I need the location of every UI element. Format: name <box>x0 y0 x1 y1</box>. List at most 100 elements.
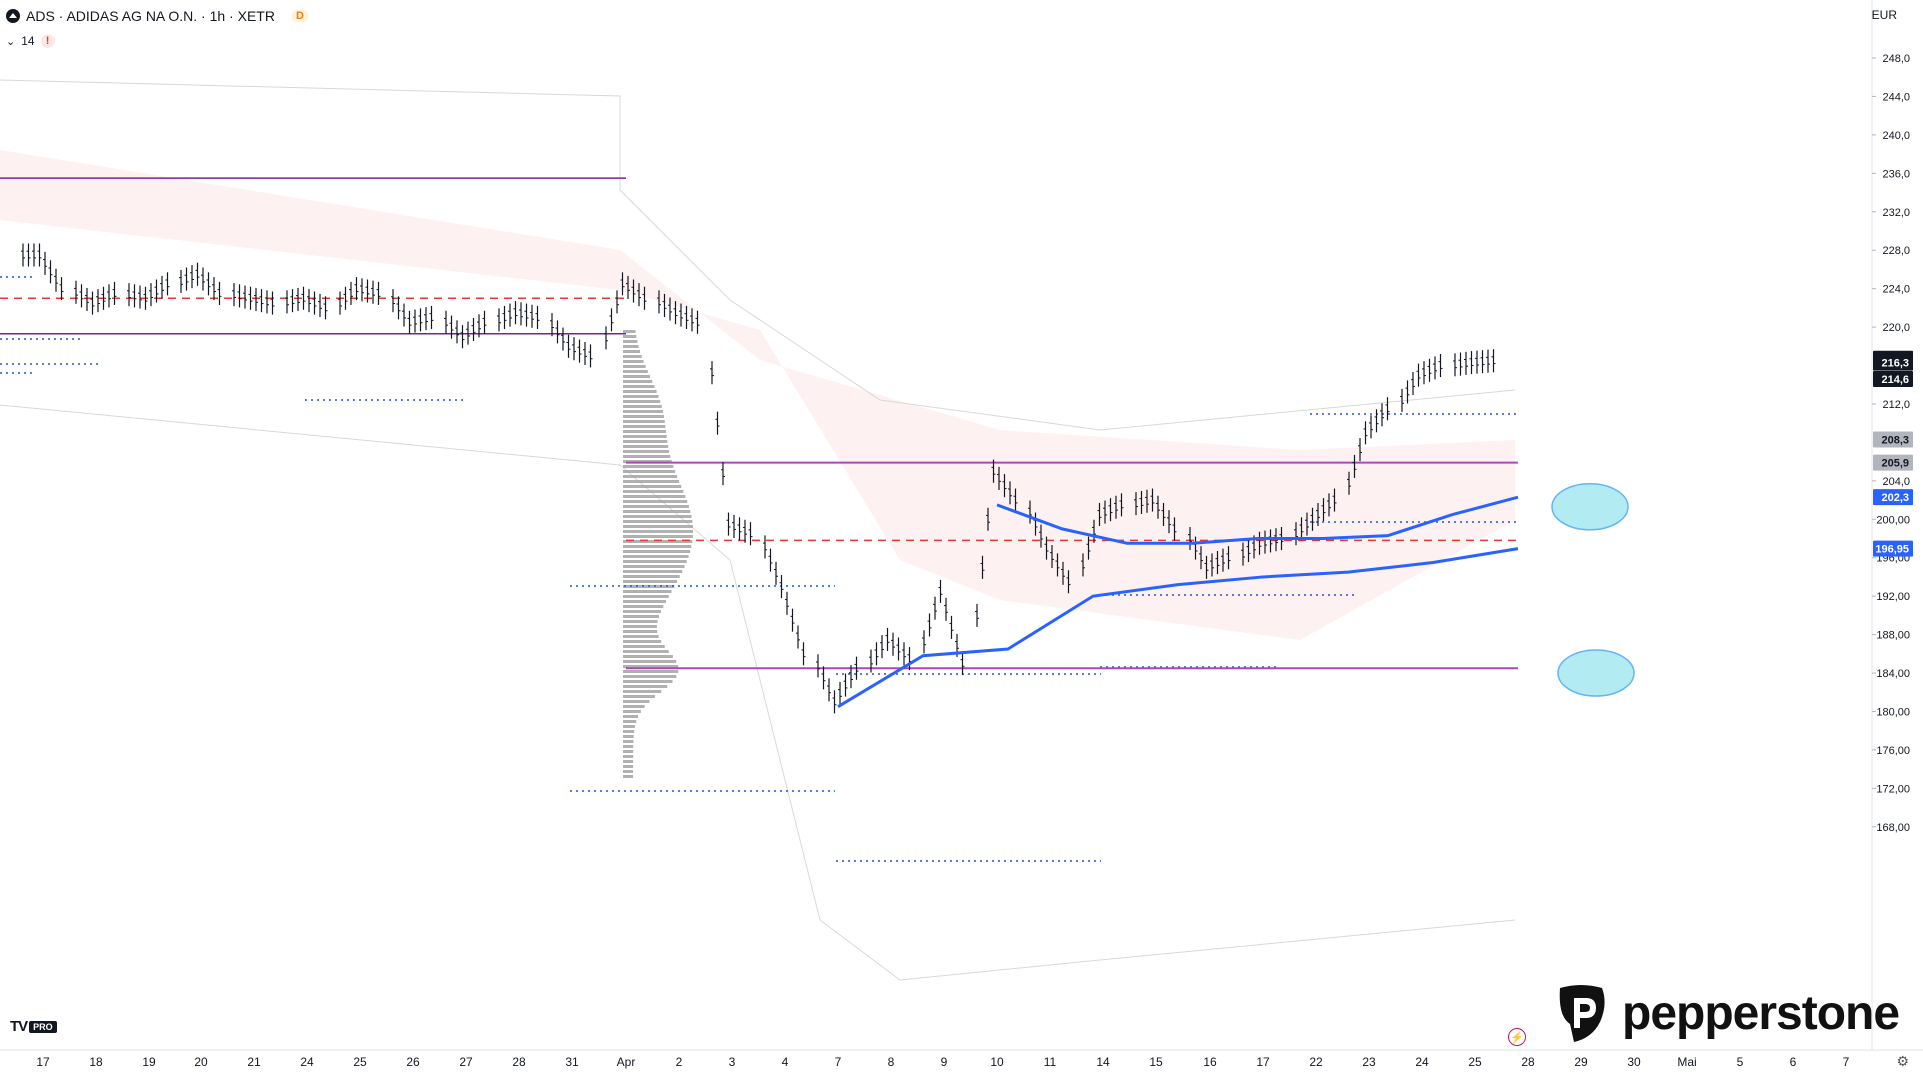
chevron-down-icon[interactable]: ⌄ <box>6 35 16 48</box>
y-tick-label: 172,00 <box>1876 783 1910 795</box>
x-tick-label: 8 <box>888 1055 895 1069</box>
currency-label[interactable]: EUR <box>1871 8 1897 22</box>
indicator-toggle[interactable]: ⌄ 14 ! <box>6 32 55 50</box>
y-tick-label: 228,0 <box>1882 245 1910 257</box>
volume-profile-bar <box>623 350 641 353</box>
x-tick-label: 31 <box>565 1055 579 1069</box>
lightning-icon[interactable]: ⚡ <box>1508 1028 1526 1046</box>
volume-profile-bar <box>623 560 687 563</box>
volume-profile-bar <box>623 420 665 423</box>
x-tick-label: 24 <box>300 1055 314 1069</box>
x-tick-label: 28 <box>512 1055 526 1069</box>
y-tick-label: 204,0 <box>1882 476 1910 488</box>
volume-profile-bar <box>623 485 682 488</box>
price-label: 196,95 <box>1875 544 1909 556</box>
x-tick-label: 17 <box>1256 1055 1270 1069</box>
y-tick-label: 244,0 <box>1882 91 1910 103</box>
volume-profile-bar <box>623 360 644 363</box>
volume-profile-bar <box>623 515 692 518</box>
volume-profile-bar <box>623 705 645 708</box>
tv-mark: TV <box>10 1018 28 1035</box>
x-tick-label: 28 <box>1521 1055 1535 1069</box>
pepperstone-mark-icon <box>1559 985 1605 1042</box>
volume-profile-bar <box>623 500 688 503</box>
volume-profile-bar <box>623 775 634 778</box>
x-tick-label: 25 <box>1468 1055 1482 1069</box>
volume-profile-bar <box>623 430 667 433</box>
volume-profile-bar <box>623 355 642 358</box>
volume-profile-bar <box>623 695 656 698</box>
volume-profile-bar <box>623 555 689 558</box>
volume-profile-bar <box>623 735 634 738</box>
delay-badge[interactable]: D <box>290 10 309 22</box>
volume-profile-bar <box>623 545 692 548</box>
price-label: 208,3 <box>1881 435 1909 447</box>
volume-profile-bar <box>623 645 665 648</box>
x-tick-label: 15 <box>1149 1055 1163 1069</box>
y-tick-label: 236,0 <box>1882 168 1910 180</box>
volume-profile-bar <box>623 510 691 513</box>
volume-profile-bar <box>623 665 679 668</box>
y-tick-label: 188,00 <box>1876 630 1910 642</box>
volume-profile-bar <box>623 615 659 618</box>
price-label-box <box>1873 489 1913 506</box>
volume-profile-bar <box>623 345 639 348</box>
envelope-lower <box>0 404 1516 981</box>
vwap-lower[interactable] <box>837 547 1519 708</box>
annotation-ellipse[interactable] <box>1551 483 1629 531</box>
symbol-header[interactable]: ADS · ADIDAS AG NA O.N. · 1h · XETR D <box>6 6 309 26</box>
adidas-logo-icon <box>6 9 20 23</box>
volume-profile-bar <box>623 440 668 443</box>
volume-profile-bar <box>623 435 667 438</box>
volume-profile-bar <box>623 550 691 553</box>
pepperstone-wordmark: pepperstone <box>1622 986 1900 1040</box>
cloud-band <box>0 150 1515 640</box>
volume-profile-bar <box>623 715 639 718</box>
volume-profile-bar <box>623 595 669 598</box>
settings-gear-icon[interactable]: ⚙ <box>1896 1053 1909 1069</box>
price-label-box <box>1873 540 1913 557</box>
volume-profile-bar <box>623 425 666 428</box>
annotation-ellipse[interactable] <box>1557 649 1635 697</box>
volume-profile-bar <box>623 570 683 573</box>
volume-profile-bar <box>623 610 661 613</box>
price-label-box <box>1873 454 1913 471</box>
volume-profile-bar <box>623 630 658 633</box>
x-tick-label: 17 <box>36 1055 50 1069</box>
volume-profile-bar <box>623 390 657 393</box>
x-tick-label: 7 <box>835 1055 842 1069</box>
x-tick-label: Apr <box>617 1055 636 1069</box>
x-tick-label: Mai <box>1677 1055 1696 1069</box>
volume-profile-bar <box>623 495 686 498</box>
volume-profile-bar <box>623 650 669 653</box>
indicator-count: 14 <box>21 34 35 48</box>
volume-profile-bar <box>623 725 635 728</box>
volume-profile-bar <box>623 490 684 493</box>
volume-profile-bar <box>623 385 655 388</box>
x-tick-label: 20 <box>194 1055 208 1069</box>
volume-profile-bar <box>623 540 693 543</box>
volume-profile-bar <box>623 625 657 628</box>
volume-profile-bar <box>623 685 668 688</box>
x-tick-label: 22 <box>1309 1055 1323 1069</box>
volume-profile-bar <box>623 750 634 753</box>
y-tick-label: 180,00 <box>1876 706 1910 718</box>
volume-profile-bar <box>623 575 680 578</box>
volume-profile-bar <box>623 590 672 593</box>
vwap-upper[interactable] <box>996 495 1519 545</box>
volume-profile-bar <box>623 415 664 418</box>
y-tick-label: 224,0 <box>1882 284 1910 296</box>
x-tick-label: 27 <box>459 1055 473 1069</box>
volume-profile-bar <box>623 605 664 608</box>
volume-profile-bar <box>623 620 658 623</box>
y-tick-label: 248,0 <box>1882 53 1910 65</box>
volume-profile-bar <box>623 470 676 473</box>
alert-icon[interactable]: ! <box>40 34 55 48</box>
x-tick-label: 14 <box>1096 1055 1110 1069</box>
volume-profile-bar <box>623 730 635 733</box>
volume-profile-bar <box>623 525 693 528</box>
y-tick-label: 212,0 <box>1882 399 1910 411</box>
price-label: 202,3 <box>1881 492 1909 504</box>
